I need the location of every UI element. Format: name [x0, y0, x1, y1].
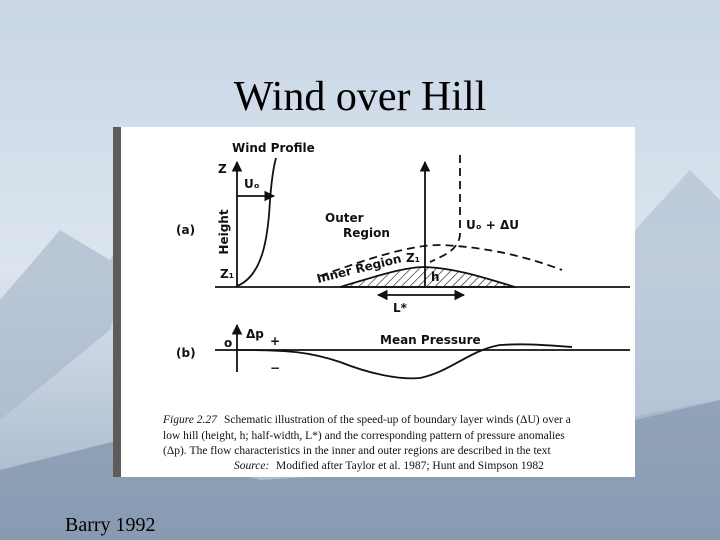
label: Region: [343, 226, 390, 240]
caption-line: low hill (height, h; half-width, L*) and…: [163, 430, 565, 442]
source-label: Source:: [234, 460, 269, 472]
label: h: [431, 270, 440, 284]
source: Modified after Taylor et al. 1987; Hunt …: [276, 460, 544, 472]
label: o: [224, 336, 232, 350]
label: Z₁: [220, 267, 234, 281]
profile: [236, 157, 277, 287]
label: Uₒ: [244, 177, 260, 191]
slide-title: Wind over Hill: [234, 74, 487, 120]
outer-boundary: [319, 244, 563, 277]
profile: [429, 155, 461, 263]
label: Uₒ + ΔU: [466, 218, 519, 232]
credit: Barry 1992: [65, 514, 156, 536]
figure-number: Figure 2.27: [162, 414, 218, 426]
pressure-curve: [236, 343, 573, 380]
caption-line: Schematic illustration of the speed-up o…: [224, 414, 571, 426]
label: Z₁: [406, 251, 420, 265]
mountain: [0, 400, 720, 540]
label: Mean Pressure: [380, 333, 481, 347]
label: +: [270, 334, 280, 348]
label: −: [270, 361, 280, 375]
label: Outer: [325, 211, 364, 225]
label: Height: [217, 209, 231, 254]
label: (b): [176, 346, 196, 360]
label: Δp: [246, 327, 264, 341]
scan-edge: [113, 127, 121, 477]
caption-line: (Δp). The flow characteristics in the in…: [163, 445, 552, 457]
mountain: [0, 200, 150, 420]
mountain: [635, 170, 720, 420]
figure: Wind Profile Z Height Uₒ Z₁ (a) Uₒ + ΔU …: [113, 127, 635, 477]
label: L*: [393, 301, 408, 315]
label: Z: [218, 162, 227, 176]
figure-background: [113, 127, 635, 477]
label: (a): [176, 223, 195, 237]
label: Wind Profile: [232, 141, 315, 155]
